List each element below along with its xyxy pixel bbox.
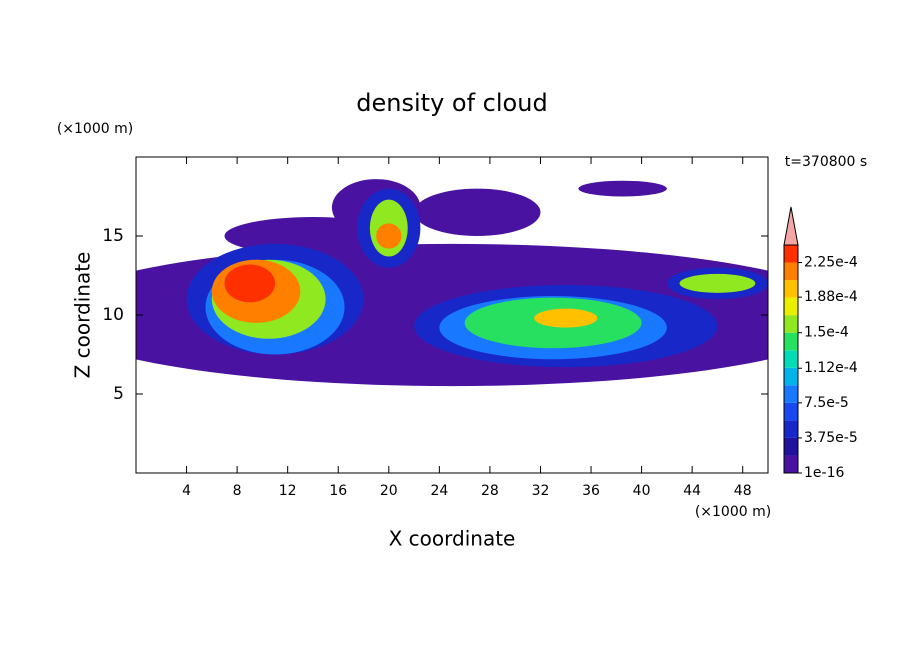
colorbar-band: [784, 332, 798, 351]
colorbar-band: [784, 262, 798, 281]
y-tick-label: 10: [102, 305, 124, 325]
colorbar-band: [784, 402, 798, 421]
colorbar-band: [784, 350, 798, 368]
colorbar-tick-label: 1e-16: [804, 465, 844, 481]
y-axis-label: Z coordinate: [71, 252, 95, 379]
x-tick-label: 40: [633, 483, 651, 499]
time-label: t=370800 s: [785, 154, 867, 170]
x-tick-label: 12: [279, 483, 297, 499]
chart-title: density of cloud: [356, 89, 547, 117]
colorbar-over: [783, 206, 799, 246]
x-tick-label: 20: [380, 483, 398, 499]
y-tick-label: 5: [113, 384, 124, 404]
x-tick-label: 24: [430, 483, 448, 499]
contour-region: [534, 308, 598, 328]
x-tick-label: 48: [734, 483, 752, 499]
contour-region: [376, 223, 402, 249]
colorbar-band: [784, 367, 798, 386]
x-tick-label: 4: [182, 483, 191, 499]
colorbar-band: [784, 420, 798, 438]
x-tick-label: 36: [582, 483, 600, 499]
colorbar-tick-label: 2.25e-4: [804, 255, 858, 271]
colorbar-tick-label: 3.75e-5: [804, 430, 858, 446]
colorbar-band: [784, 385, 798, 403]
colorbar-band: [784, 280, 798, 298]
colorbar-frame: [783, 244, 799, 474]
x-unit: (×1000 m): [695, 504, 771, 520]
colorbar-band: [784, 297, 798, 316]
x-tick-label: 28: [481, 483, 499, 499]
y-tick-label: 15: [102, 226, 124, 246]
x-tick-label: 32: [532, 483, 550, 499]
colorbar-tick-label: 1.5e-4: [804, 325, 849, 341]
x-tick-label: 8: [233, 483, 242, 499]
colorbar-tick-label: 1.88e-4: [804, 289, 858, 305]
contour-region: [578, 180, 667, 197]
contour-field: [136, 179, 768, 387]
contour-region: [224, 264, 276, 303]
colorbar-band: [784, 437, 798, 456]
colorbar-tick-label: 7.5e-5: [804, 395, 849, 411]
colorbar-band: [784, 455, 798, 473]
x-tick-label: 16: [329, 483, 347, 499]
colorbar-band: [784, 315, 798, 333]
contour-region: [414, 188, 541, 236]
colorbar-band: [784, 245, 798, 263]
y-unit: (×1000 m): [57, 121, 133, 137]
x-axis-label: X coordinate: [389, 527, 516, 551]
contour-region: [679, 273, 756, 293]
x-tick-label: 44: [683, 483, 701, 499]
colorbar-tick-label: 1.12e-4: [804, 360, 858, 376]
